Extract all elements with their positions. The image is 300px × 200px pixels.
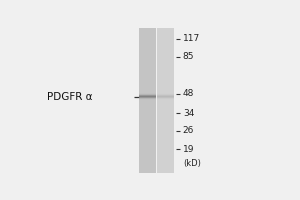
Text: 26: 26 [183,126,194,135]
Text: 117: 117 [183,34,200,43]
Text: 85: 85 [183,52,194,61]
Text: PDGFR α: PDGFR α [47,92,92,102]
Text: 34: 34 [183,109,194,118]
Text: 48: 48 [183,89,194,98]
Text: 19: 19 [183,145,194,154]
Text: (kD): (kD) [183,159,201,168]
